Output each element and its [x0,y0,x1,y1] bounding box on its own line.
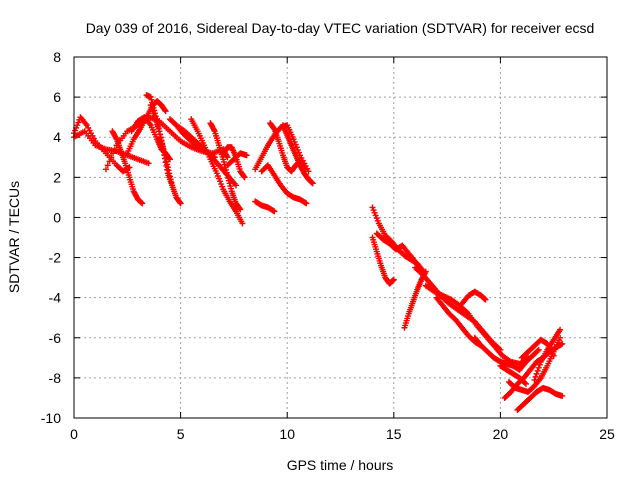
data-point [156,131,163,138]
data-point [531,376,538,383]
y-tick-label: -8 [49,370,62,386]
data-point [237,206,244,213]
data-point [535,346,542,353]
data-point [158,137,165,144]
data-point [166,170,173,177]
series-arc27 [459,288,489,307]
data-point [390,276,397,283]
series-arc22 [369,234,397,287]
y-tick-label: 8 [53,49,61,65]
data-point [534,367,541,374]
x-tick-label: 0 [70,426,78,442]
y-tick-label: -4 [49,290,62,306]
data-point [240,173,247,180]
data-point [536,361,543,368]
data-point [161,149,168,156]
data-point [168,179,175,186]
series-arc19 [279,122,316,187]
data-point [535,364,542,371]
plot-frame [73,56,608,419]
data-point [236,205,243,212]
data-point [243,152,250,159]
x-tick-label: 5 [177,426,185,442]
data-point [111,146,118,153]
data-point [160,146,167,153]
series-arc31 [514,384,566,413]
data-point [177,200,184,207]
x-tick-label: 15 [386,426,402,442]
data-point [303,200,310,207]
data-point [422,268,429,275]
y-axis-label: SDTVAR / TECUs [6,181,22,293]
data-point [522,380,529,387]
series-arc34 [497,362,529,387]
data-point [161,152,168,159]
data-point [271,208,278,215]
data-point [557,326,564,333]
x-tick-label: 25 [599,426,615,442]
series-arc11 [188,116,246,227]
data-point [164,164,171,171]
data-point [521,379,528,386]
data-point [533,370,540,377]
data-point [309,180,316,187]
data-point [550,352,557,359]
data-point [159,143,166,150]
data-point [163,158,170,165]
series-arc15 [252,198,278,215]
series-arc6 [109,128,146,207]
series-arc25 [422,282,532,367]
data-point [139,200,146,207]
data-point [176,199,183,206]
grid [74,57,607,418]
data-point [162,108,169,115]
series-arc23 [401,268,429,331]
data-point [233,182,240,189]
data-point [102,166,109,173]
data-point [161,107,168,114]
data-points [71,92,566,413]
series-arc18 [258,162,310,207]
data-point [159,140,166,147]
data-point [145,160,152,167]
data-point [156,128,163,135]
x-axis-label: GPS time / hours [287,457,394,473]
data-point [106,158,113,165]
data-point [270,125,277,132]
x-tick-label: 20 [493,426,509,442]
data-point [108,154,115,161]
y-tick-label: 0 [53,209,61,225]
series-arc26 [433,294,485,349]
y-tick-label: 4 [53,129,61,145]
data-point [166,173,173,180]
y-axis-ticks: -10 -8 -6 -4 -2 0 2 4 6 8 [41,49,607,426]
y-tick-label: -10 [41,410,61,426]
chart-title: Day 039 of 2016, Sidereal Day-to-day VTE… [86,20,595,36]
data-point [167,176,174,183]
y-tick-label: 6 [53,89,61,105]
series-arc33 [518,336,557,361]
series-arc14 [224,150,250,169]
y-tick-label: -2 [49,250,62,266]
y-tick-label: -6 [49,330,62,346]
data-point [162,155,169,162]
data-point [164,161,171,168]
data-point [559,340,566,347]
y-tick-label: 2 [53,169,61,185]
data-point [559,392,566,399]
data-point [104,162,111,169]
data-point [482,296,489,303]
data-point [157,134,164,141]
data-point [534,347,541,354]
data-point [239,220,246,227]
data-point [241,174,248,181]
data-point [532,373,539,380]
series-arc8 [147,102,184,207]
x-tick-label: 10 [279,426,295,442]
data-point [110,150,117,157]
data-point [165,167,172,174]
data-point [557,334,564,341]
series-arc21 [373,230,425,273]
